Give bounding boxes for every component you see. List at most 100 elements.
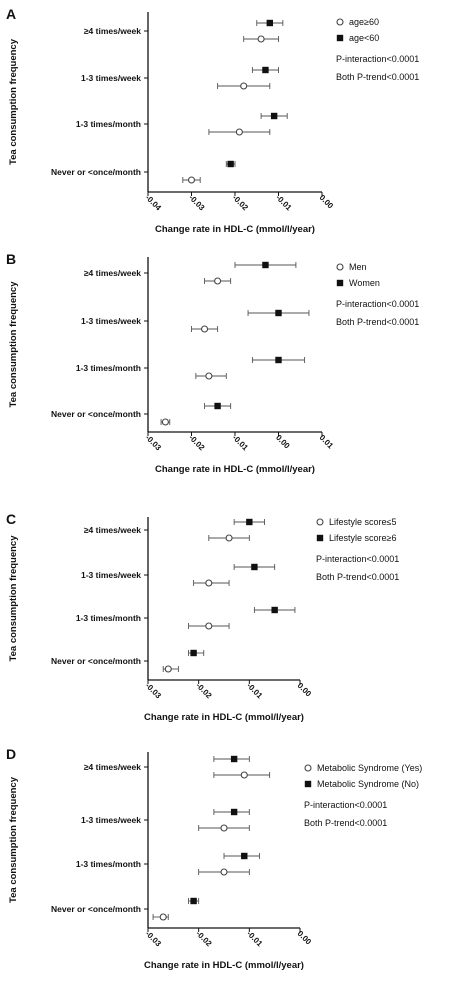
chart-panel-d: D Tea consumption frequency ≥4 times/week 1… (6, 746, 422, 971)
x-tick-label: 0.00 (274, 433, 292, 451)
stat-annotation: Both P-trend<0.0001 (316, 572, 399, 582)
y-axis-label: Tea consumption frequency (8, 776, 19, 903)
legend-marker-open-circle (336, 18, 344, 26)
stat-annotation: Both P-trend<0.0001 (304, 818, 387, 828)
data-point-open-circle (214, 277, 222, 285)
legend-marker-open-circle (304, 764, 312, 772)
x-tick-label: -0.01 (274, 193, 294, 213)
x-tick-label: -0.03 (144, 681, 164, 701)
category-label: Never or <once/month (51, 167, 141, 177)
y-axis-label: Tea consumption frequency (8, 535, 19, 662)
x-axis-label: Change rate in HDL-C (mmol/l/year) (144, 960, 304, 971)
stat-annotation: P-interaction<0.0001 (336, 54, 419, 64)
data-point-open-circle (159, 913, 167, 921)
category-label: 1-3 times/month (76, 119, 141, 129)
y-axis-label: Tea consumption frequency (8, 281, 19, 408)
data-point-filled-square (230, 755, 238, 763)
x-tick-label: -0.03 (187, 193, 207, 213)
legend-entry: Metabolic Syndrome (Yes) (317, 763, 422, 773)
legend-entry: Women (349, 278, 380, 288)
data-point-open-circle (201, 325, 209, 333)
data-point-open-circle (225, 534, 233, 542)
x-tick-label: -0.02 (194, 929, 214, 949)
panel-letter: B (6, 251, 16, 267)
y-axis-label: Tea consumption frequency (8, 38, 19, 165)
legend-marker-open-circle (336, 263, 344, 271)
category-label: 1-3 times/week (81, 815, 141, 825)
legend-entry: Lifestyle score≥6 (329, 533, 396, 543)
data-point-open-circle (205, 579, 213, 587)
x-tick-label: -0.01 (245, 929, 265, 949)
legend-marker-filled-square (336, 279, 344, 287)
data-point-filled-square (241, 852, 248, 860)
data-point-open-circle (235, 128, 243, 136)
data-point-filled-square (190, 649, 197, 657)
x-tick-label: -0.02 (194, 681, 214, 701)
category-label: Never or <once/month (51, 409, 141, 419)
data-point-filled-square (251, 563, 258, 571)
category-label: ≥4 times/week (84, 762, 141, 772)
data-point-filled-square (227, 160, 234, 168)
data-point-open-circle (187, 176, 196, 184)
category-label: Never or <once/month (51, 904, 141, 914)
x-tick-label: 0.00 (318, 193, 336, 211)
x-tick-label: -0.01 (231, 433, 251, 453)
data-point-filled-square (262, 261, 269, 269)
panel-letter: A (6, 6, 16, 22)
panel-letter: C (6, 511, 16, 527)
legend-marker-open-circle (316, 518, 324, 526)
stat-annotation: P-interaction<0.0001 (336, 299, 419, 309)
chart-panel-a: A Tea consumption frequency ≥4 times/week 1… (6, 6, 419, 235)
legend-marker-filled-square (316, 534, 324, 542)
x-tick-label: 0.01 (318, 433, 336, 451)
x-axis-label: Change rate in HDL-C (mmol/l/year) (155, 224, 315, 235)
data-point-filled-square (270, 112, 278, 120)
data-point-filled-square (214, 402, 221, 410)
category-label: Never or <once/month (51, 656, 141, 666)
category-label: 1-3 times/month (76, 859, 141, 869)
x-tick-label: -0.03 (144, 433, 164, 453)
category-label: ≥4 times/week (84, 268, 141, 278)
legend-entry: Metabolic Syndrome (No) (317, 779, 419, 789)
data-point-filled-square (275, 356, 282, 364)
x-tick-label: -0.01 (245, 681, 265, 701)
category-label: 1-3 times/week (81, 73, 141, 83)
legend-marker-filled-square (336, 34, 344, 42)
stat-annotation: P-interaction<0.0001 (316, 554, 399, 564)
data-point-open-circle (205, 372, 213, 380)
data-point-open-circle (164, 665, 172, 673)
stat-annotation: Both P-trend<0.0001 (336, 317, 419, 327)
stat-annotation: P-interaction<0.0001 (304, 800, 387, 810)
category-label: ≥4 times/week (84, 525, 141, 535)
data-point-filled-square (230, 808, 238, 816)
legend-entry: age≥60 (349, 17, 379, 27)
legend-entry: age<60 (349, 33, 379, 43)
panel-letter: D (6, 746, 16, 762)
category-label: 1-3 times/month (76, 613, 141, 623)
x-tick-label: -0.04 (144, 193, 164, 213)
legend-entry: Men (349, 262, 367, 272)
category-label: ≥4 times/week (84, 26, 141, 36)
data-point-open-circle (220, 868, 228, 876)
data-point-open-circle (240, 82, 248, 90)
category-label: 1-3 times/week (81, 316, 141, 326)
data-point-filled-square (246, 518, 253, 526)
stat-annotation: Both P-trend<0.0001 (336, 72, 419, 82)
x-tick-label: 0.00 (296, 929, 314, 947)
data-point-open-circle (220, 824, 228, 832)
category-label: 1-3 times/week (81, 570, 141, 580)
data-point-open-circle (257, 35, 265, 43)
data-point-filled-square (271, 606, 278, 614)
data-point-filled-square (275, 309, 282, 317)
data-point-open-circle (240, 771, 248, 779)
legend-entry: Lifestyle score≤5 (329, 517, 396, 527)
category-label: 1-3 times/month (76, 363, 141, 373)
x-axis-label: Change rate in HDL-C (mmol/l/year) (155, 464, 315, 475)
data-point-filled-square (266, 19, 273, 27)
x-tick-label: -0.02 (231, 193, 251, 213)
data-point-filled-square (190, 897, 197, 905)
data-point-open-circle (161, 418, 169, 426)
legend-marker-filled-square (304, 780, 312, 788)
chart-panel-c: C Tea consumption frequency ≥4 times/week 1… (6, 511, 399, 723)
